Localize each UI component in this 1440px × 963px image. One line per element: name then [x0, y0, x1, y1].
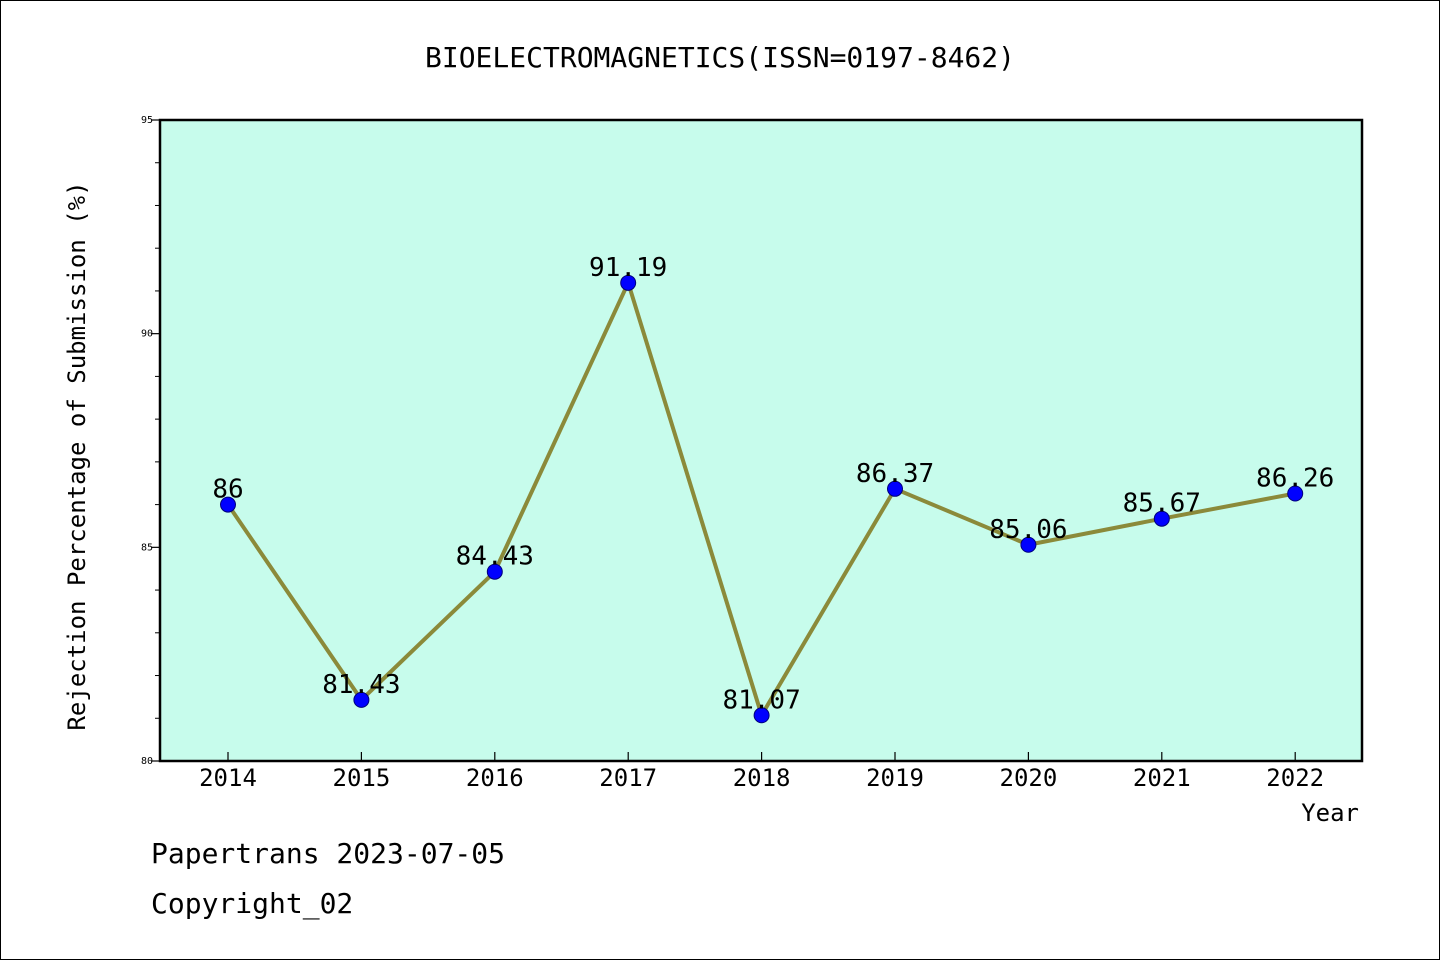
data-label: 91.19 [589, 253, 667, 283]
plot-area [160, 120, 1362, 761]
y-axis-ticks: 80 85 90 95 [141, 115, 160, 767]
data-point [1020, 536, 1037, 553]
x-tick-label: 2014 [199, 764, 257, 792]
data-label: 84.43 [456, 542, 534, 572]
x-tick-label: 2021 [1133, 764, 1191, 792]
chart-title: BIOELECTROMAGNETICS(ISSN=0197-8462) [425, 41, 1015, 74]
data-point [887, 480, 903, 497]
x-tick-label: 2019 [866, 764, 924, 792]
data-point [753, 707, 770, 724]
data-label: 81.07 [722, 685, 800, 715]
y-tick-label: 85 [141, 542, 153, 553]
data-label: 85.06 [989, 515, 1067, 545]
data-label: 86 [212, 475, 243, 505]
x-axis-label: Year [1301, 799, 1359, 827]
y-tick-label: 90 [141, 329, 153, 340]
data-point [353, 691, 370, 708]
footer-date-line: Papertrans 2023-07-05 [151, 837, 506, 870]
data-markers [220, 274, 1304, 724]
x-tick-label: 2018 [733, 764, 791, 792]
x-tick-label: 2015 [333, 764, 391, 792]
plot-frame [158, 118, 1364, 763]
data-point [1153, 510, 1170, 527]
data-labels: 86 81.43 84.43 91.19 81.07 86.37 85.06 85.67 86.… [212, 253, 1334, 715]
y-tick-label: 80 [141, 756, 153, 767]
data-label: 86.37 [856, 459, 934, 489]
x-tick-label: 2022 [1266, 764, 1324, 792]
x-axis-ticks: 2014 2015 2016 2017 2018 2019 2020 2021 2022 [199, 752, 1324, 792]
data-point [1287, 485, 1304, 502]
x-tick-label: 2020 [1000, 764, 1058, 792]
data-point [486, 563, 503, 580]
data-label: 86.26 [1256, 463, 1334, 493]
data-point [620, 274, 637, 291]
x-tick-label: 2017 [599, 764, 657, 792]
y-tick-label: 95 [141, 115, 153, 126]
data-label: 81.43 [322, 670, 400, 700]
data-label: 85.67 [1123, 489, 1201, 519]
x-tick-label: 2016 [466, 764, 524, 792]
footer-copyright-line: Copyright_02 [151, 887, 354, 920]
data-point [220, 496, 236, 513]
y-axis-label: Rejection Percentage of Submission (%) [63, 181, 91, 730]
